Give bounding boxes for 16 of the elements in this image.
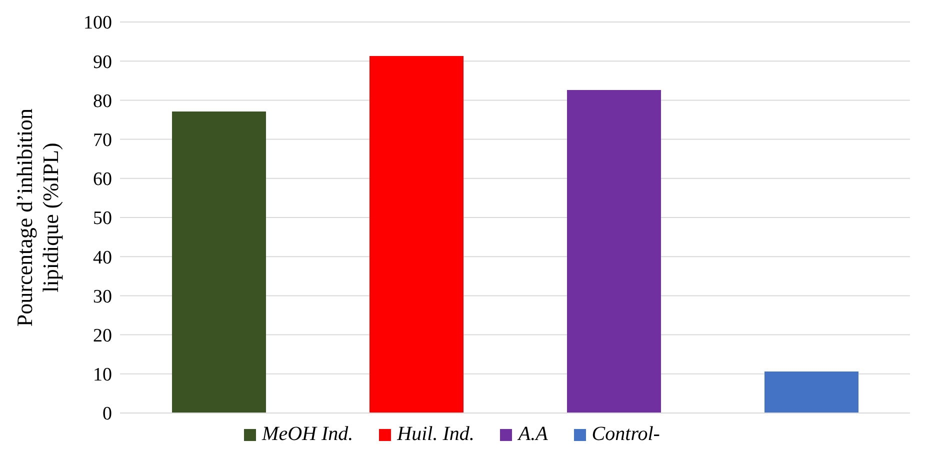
y-tick-label: 80 [93, 90, 112, 112]
y-tick-label: 70 [93, 130, 112, 152]
y-axis-title: Pourcentage d’inhibition lipidique (%IPL) [12, 108, 63, 327]
y-tick-label: 0 [102, 404, 112, 425]
y-tick-label: 50 [93, 208, 112, 230]
y-tick-label: 100 [84, 12, 112, 34]
legend-label: A.A [518, 423, 548, 446]
y-tick-label: 60 [93, 169, 112, 190]
legend-label: MeOH Ind. [262, 423, 354, 446]
y-tick-label: 90 [93, 52, 112, 73]
y-tick-label: 30 [93, 286, 112, 308]
y-tick-label: 10 [93, 364, 112, 386]
y-tick-label: 20 [93, 326, 112, 347]
legend-label: Huil. Ind. [397, 423, 474, 446]
y-tick-label: 40 [93, 247, 112, 268]
legend-label: Control- [592, 423, 660, 446]
